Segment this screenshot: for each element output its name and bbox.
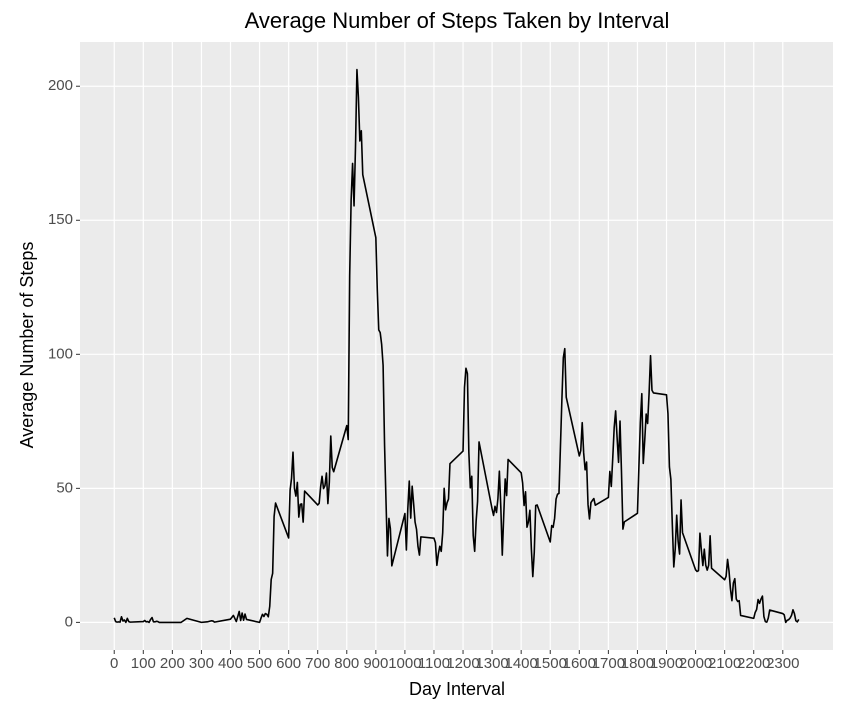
x-tick-label: 1300	[475, 655, 508, 672]
y-tick-label: 200	[48, 77, 73, 94]
x-tick-label: 2100	[708, 655, 741, 672]
x-tick-label: 500	[247, 655, 272, 672]
y-tick-label: 150	[48, 211, 73, 228]
chart-title: Average Number of Steps Taken by Interva…	[245, 8, 670, 33]
x-tick-label: 600	[276, 655, 301, 672]
x-axis-title: Day Interval	[409, 679, 505, 699]
x-tick-label: 100	[131, 655, 156, 672]
panel	[80, 42, 833, 650]
x-tick-label: 700	[305, 655, 330, 672]
x-tick-label: 400	[218, 655, 243, 672]
x-tick-label: 1600	[563, 655, 596, 672]
x-tick-label: 1100	[418, 655, 450, 672]
x-tick-label: 1000	[388, 655, 421, 672]
x-tick-label: 1200	[446, 655, 479, 672]
x-tick-label: 1800	[621, 655, 654, 672]
y-tick-label: 100	[48, 345, 73, 362]
y-axis-title: Average Number of Steps	[17, 242, 37, 449]
x-tick-label: 2300	[766, 655, 799, 672]
x-tick-label: 1900	[650, 655, 683, 672]
y-tick-label: 0	[65, 613, 73, 630]
x-tick-label: 1500	[534, 655, 567, 672]
x-tick-label: 900	[363, 655, 388, 672]
x-tick-label: 1400	[504, 655, 537, 672]
x-tick-label: 800	[334, 655, 359, 672]
data-line	[113, 68, 800, 624]
x-tick-label: 2000	[679, 655, 712, 672]
x-tick-label: 1700	[592, 655, 625, 672]
x-tick-label: 300	[189, 655, 214, 672]
y-tick-label: 50	[56, 479, 73, 496]
x-tick-label: 0	[110, 655, 118, 672]
x-tick-label: 200	[160, 655, 185, 672]
x-tick-label: 2200	[737, 655, 770, 672]
